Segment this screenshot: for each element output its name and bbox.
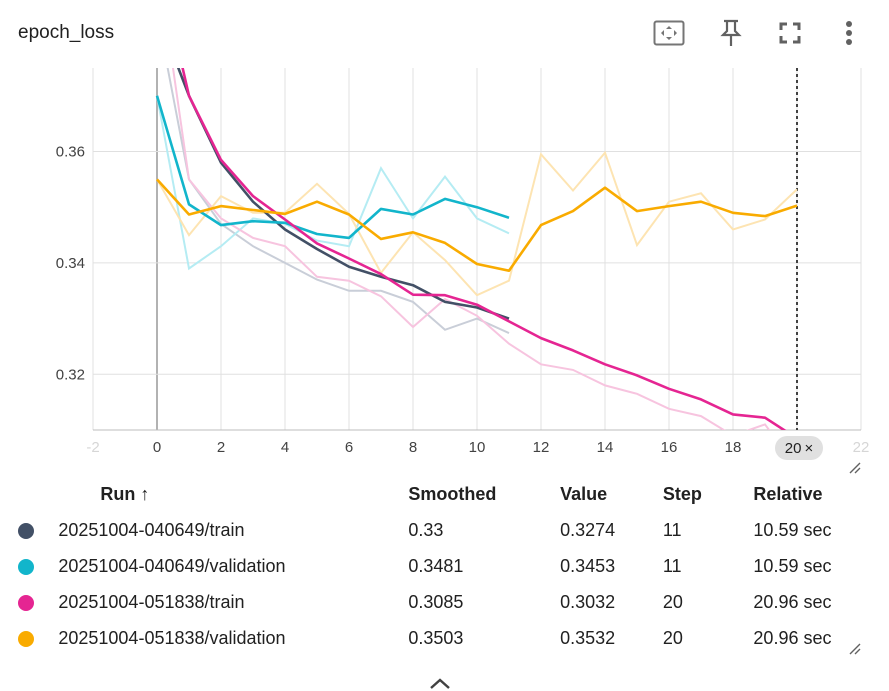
chart-grid <box>92 68 862 431</box>
y-tick-label: 0.34 <box>56 255 85 272</box>
x-tick-label: -2 <box>86 439 99 456</box>
smoothed-line-3 <box>156 178 798 272</box>
raw-value: 0.3274 <box>560 519 616 540</box>
run-color-dot[interactable] <box>18 558 34 575</box>
step-cursor-badge[interactable]: 20 × <box>775 436 823 460</box>
run-name: 20251004-040649/train <box>58 519 245 540</box>
table-row: 20251004-051838/train 0.3085 0.3032 20 2… <box>18 584 889 620</box>
relative-time: 10.59 sec <box>753 555 832 576</box>
x-tick-label: 4 <box>281 439 289 456</box>
table-row: 20251004-040649/train 0.33 0.3274 11 10.… <box>18 512 889 548</box>
x-tick-label: 12 <box>533 439 550 456</box>
smoothed-line-1 <box>155 95 510 240</box>
fullscreen-icon <box>779 22 801 44</box>
table-resize-handle-icon[interactable] <box>849 643 861 655</box>
more-vert-icon <box>846 21 852 45</box>
smoothed-value: 0.3085 <box>408 591 464 612</box>
relative-time: 20.96 sec <box>753 591 832 612</box>
x-tick-label: 0 <box>153 439 161 456</box>
x-tick-label: 18 <box>725 439 742 456</box>
resize-handle-icon[interactable] <box>849 462 861 474</box>
y-tick-label: 0.36 <box>56 144 85 161</box>
run-name: 20251004-051838/train <box>58 591 245 612</box>
raw-line-3 <box>156 150 798 297</box>
close-icon[interactable]: × <box>804 439 814 457</box>
column-header-value[interactable]: Value <box>560 483 608 504</box>
column-header-run[interactable]: Run ↑ <box>100 483 150 504</box>
relative-time: 10.59 sec <box>753 519 832 540</box>
line-chart[interactable]: 0.32 0.34 0.36 -2 0 2 4 6 8 10 12 14 16 18 22 <box>0 60 889 470</box>
step-value: 20 <box>662 627 683 648</box>
x-tick-label: 10 <box>469 439 486 456</box>
step-value: 20 <box>662 591 683 612</box>
raw-value: 0.3032 <box>560 591 616 612</box>
smoothed-value: 0.33 <box>408 519 444 540</box>
raw-line-2 <box>171 68 771 430</box>
fit-domain-icon <box>653 20 685 46</box>
pin-icon <box>720 19 742 46</box>
fit-domain-button[interactable] <box>652 16 686 50</box>
column-header-smoothed[interactable]: Smoothed <box>408 483 497 504</box>
step-value: 11 <box>662 555 682 576</box>
pin-button[interactable] <box>714 16 748 50</box>
x-tick-label: 22 <box>853 439 870 456</box>
y-tick-label: 0.32 <box>56 366 85 383</box>
raw-line-0 <box>166 68 510 335</box>
x-tick-label: 6 <box>345 439 353 456</box>
smoothed-line-2 <box>181 68 787 430</box>
step-cursor-label: 20 <box>784 439 802 457</box>
step-value: 11 <box>662 519 682 540</box>
x-tick-label: 8 <box>409 439 417 456</box>
chevron-up-icon[interactable] <box>428 676 452 690</box>
raw-line-1 <box>156 95 510 271</box>
run-name: 20251004-051838/validation <box>58 627 286 648</box>
smoothed-value: 0.3481 <box>408 555 464 576</box>
smoothed-line-0 <box>176 68 510 320</box>
table-header-row: Run ↑ Smoothed Value Step Relative <box>18 476 889 512</box>
run-name: 20251004-040649/validation <box>58 555 286 576</box>
fullscreen-button[interactable] <box>773 16 807 50</box>
x-tick-label: 14 <box>597 439 614 456</box>
raw-value: 0.3532 <box>560 627 616 648</box>
tick-labels: 0.32 0.34 0.36 -2 0 2 4 6 8 10 12 14 16 18 22 <box>56 144 870 456</box>
table-row: 20251004-040649/validation 0.3481 0.3453… <box>18 548 889 584</box>
runs-table: Run ↑ Smoothed Value Step Relative 20251… <box>18 476 889 656</box>
raw-value: 0.3453 <box>560 555 616 576</box>
smoothed-value: 0.3503 <box>408 627 464 648</box>
run-color-dot[interactable] <box>18 630 34 647</box>
more-options-button[interactable] <box>832 16 866 50</box>
raw-series-lines <box>156 68 798 430</box>
run-color-dot[interactable] <box>18 522 34 539</box>
column-header-step[interactable]: Step <box>662 483 702 504</box>
relative-time: 20.96 sec <box>753 627 832 648</box>
table-row: 20251004-051838/validation 0.3503 0.3532… <box>18 620 889 656</box>
x-tick-label: 2 <box>217 439 225 456</box>
smoothed-series-lines <box>155 68 798 430</box>
column-header-relative[interactable]: Relative <box>753 483 823 504</box>
run-color-dot[interactable] <box>18 594 34 611</box>
chart-title: epoch_loss <box>18 22 115 43</box>
x-tick-label: 16 <box>661 439 678 456</box>
